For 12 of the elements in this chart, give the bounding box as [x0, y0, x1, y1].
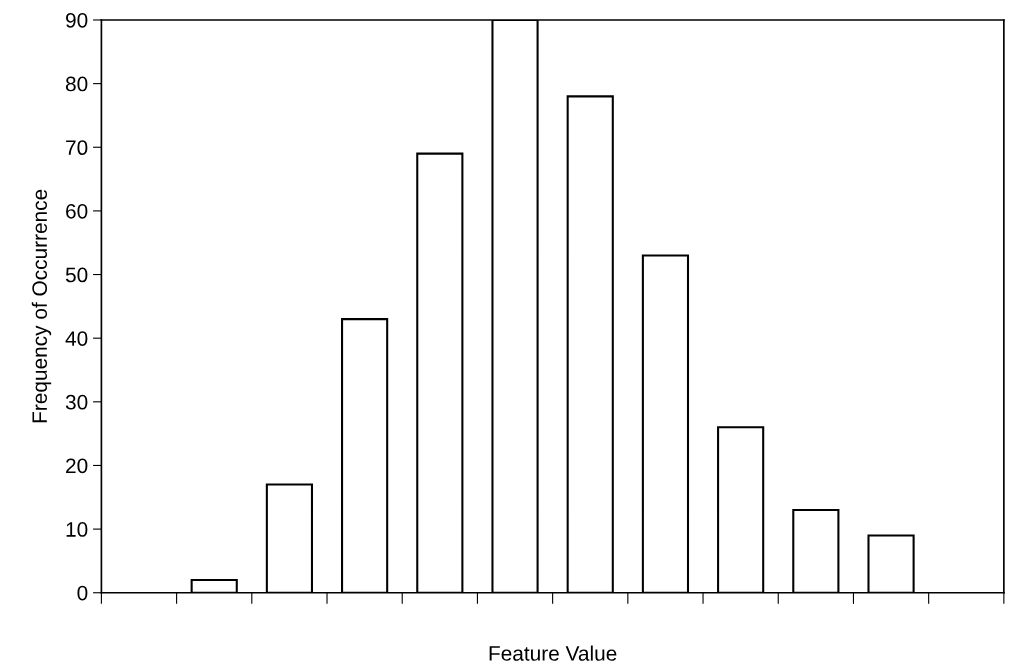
x-axis-title: Feature Value — [489, 645, 617, 661]
y-tick-label: 80 — [65, 76, 88, 92]
y-tick-label: 70 — [66, 140, 88, 156]
y-tick-label: 0 — [77, 585, 88, 601]
y-tick-label: 30 — [65, 394, 88, 410]
y-tick-label: 10 — [66, 522, 88, 537]
y-tick-label: 90 — [66, 12, 88, 28]
y-tick-label: 20 — [66, 458, 88, 474]
y-axis-title: Frequency of Occurrence — [31, 189, 52, 423]
y-tick-label: 60 — [66, 203, 88, 219]
y-tick-label: 50 — [65, 267, 88, 283]
y-tick-label: 40 — [65, 331, 88, 346]
